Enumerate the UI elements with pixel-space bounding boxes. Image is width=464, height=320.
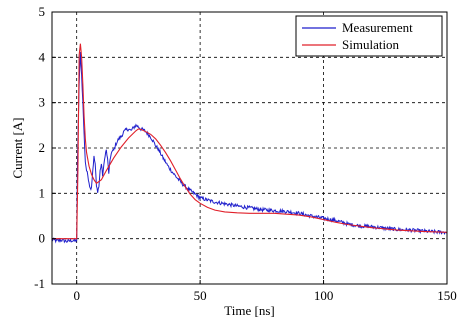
legend-label-measurement: Measurement: [342, 20, 413, 35]
legend-label-simulation: Simulation: [342, 37, 400, 52]
x-tick-label: 100: [314, 288, 334, 303]
y-tick-label: -1: [34, 276, 45, 291]
y-axis-label: Current [A]: [10, 117, 25, 178]
y-tick-label: 3: [39, 95, 46, 110]
x-tick-label: 150: [437, 288, 457, 303]
x-tick-label: 50: [194, 288, 207, 303]
x-tick-label: 0: [73, 288, 80, 303]
legend-box: [295, 15, 443, 57]
y-tick-label: 0: [39, 231, 46, 246]
tick-layer: 0 50 100 150 -1 0 1 2 3 4 5: [34, 4, 457, 303]
series-line-simulation: [52, 43, 447, 240]
y-tick-label: 4: [39, 49, 46, 64]
legend: Measurement Simulation: [295, 15, 443, 57]
y-tick-label: 5: [39, 4, 46, 19]
x-axis-label: Time [ns]: [224, 303, 274, 318]
y-tick-label: 2: [39, 140, 46, 155]
y-tick-label: 1: [39, 185, 46, 200]
series-layer: [52, 43, 447, 244]
series-line-measurement: [52, 52, 447, 244]
